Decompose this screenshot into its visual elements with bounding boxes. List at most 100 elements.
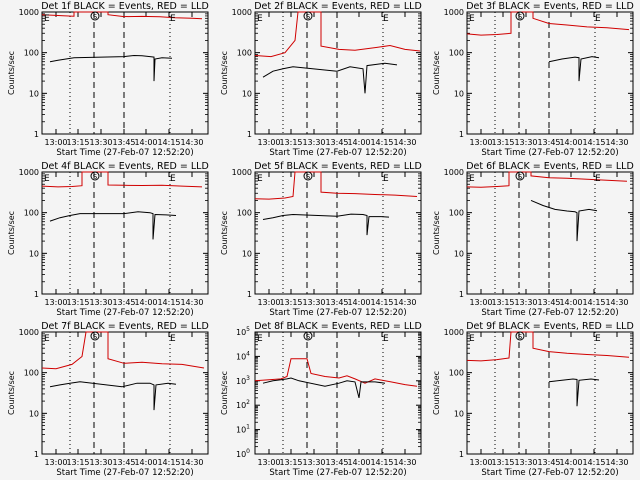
detector-panel-2: Det 2f BLACK = Events, RED = LLD 1 10 100 10…	[220, 1, 422, 158]
x-tick-label: 13:15	[279, 138, 302, 147]
panel-title: Det 1f BLACK = Events, RED = LLD	[41, 1, 209, 12]
marker-s-circle	[303, 331, 313, 341]
marker-e-right: E	[383, 14, 389, 24]
x-tick-label: 14:00	[347, 138, 370, 147]
plot-frame	[41, 331, 209, 455]
x-tick-label: 13:45	[537, 458, 560, 467]
y-tick-label: 100	[24, 369, 39, 378]
plot-frame	[41, 11, 209, 135]
y-tick-label: 103	[236, 375, 250, 386]
x-tick-label: 14:15	[157, 298, 180, 307]
y-tick-label: 10	[242, 89, 252, 98]
x-tick-label: 13:45	[537, 298, 560, 307]
marker-s-label: S	[518, 333, 523, 341]
x-tick-label: 13:15	[66, 298, 89, 307]
y-axis-label: Counts/sec	[432, 371, 441, 415]
y-tick-label: 100	[24, 209, 39, 218]
x-tick-label: 13:15	[491, 298, 514, 307]
x-tick-label: 13:00	[257, 138, 280, 147]
marker-s-label: S	[93, 333, 98, 341]
y-tick-label: 100	[236, 448, 250, 459]
marker-e-left: E	[44, 174, 50, 184]
marker-e-left: E	[44, 14, 50, 24]
marker-s-circle	[515, 331, 525, 341]
y-tick-label: 1000	[444, 8, 464, 17]
x-tick-label: 13:30	[302, 458, 325, 467]
x-tick-label: 13:00	[469, 298, 492, 307]
y-axis-label: Counts/sec	[432, 211, 441, 255]
x-tick-label: 13:45	[112, 298, 135, 307]
x-tick-label: 14:30	[605, 458, 628, 467]
plot-frame	[254, 171, 422, 295]
x-tick-label: 13:45	[325, 298, 348, 307]
y-tick-label: 1	[34, 290, 39, 299]
panel-title: Det 2f BLACK = Events, RED = LLD	[254, 1, 422, 12]
marker-s-label: S	[518, 13, 523, 21]
plot-frame	[254, 331, 422, 455]
x-tick-label: 13:00	[44, 138, 67, 147]
marker-e-left: E	[257, 334, 263, 344]
x-tick-label: 13:15	[66, 138, 89, 147]
x-tick-label: 14:00	[559, 138, 582, 147]
y-axis-label: Counts/sec	[220, 371, 229, 415]
marker-s-circle	[90, 11, 100, 21]
red-lld-series-line	[41, 11, 203, 20]
x-tick-label: 14:15	[582, 138, 605, 147]
x-tick-label: 14:15	[582, 298, 605, 307]
marker-e-right: E	[595, 14, 601, 24]
x-axis-label: Start Time (27-Feb-07 12:52:20)	[56, 148, 193, 158]
marker-s-label: S	[306, 173, 311, 181]
y-tick-label: 1	[459, 290, 464, 299]
detector-panel-3: Det 3f BLACK = Events, RED = LLD 1 10 100 10…	[432, 1, 634, 158]
x-tick-label: 14:15	[370, 458, 393, 467]
x-axis-label: Start Time (27-Feb-07 12:52:20)	[269, 148, 406, 158]
black-events-series-line	[49, 211, 177, 240]
y-tick-label: 1000	[232, 8, 252, 17]
y-tick-label: 1000	[444, 168, 464, 177]
panel-title: Det 6f BLACK = Events, RED = LLD	[466, 161, 634, 172]
y-tick-label: 100	[449, 369, 464, 378]
marker-e-left: E	[257, 174, 263, 184]
x-tick-label: 13:15	[279, 298, 302, 307]
y-tick-label: 1	[247, 130, 252, 139]
x-tick-label: 14:00	[134, 138, 157, 147]
y-tick-label: 10	[29, 409, 39, 418]
detector-panel-4: Det 4f BLACK = Events, RED = LLD 1 10 100 10…	[7, 161, 209, 318]
x-axis-label: Start Time (27-Feb-07 12:52:20)	[56, 468, 193, 478]
x-tick-label: 14:30	[180, 138, 203, 147]
black-events-series-line	[262, 377, 386, 399]
x-tick-label: 13:30	[89, 298, 112, 307]
marker-s-label: S	[518, 173, 523, 181]
x-tick-label: 13:45	[537, 138, 560, 147]
marker-e-left: E	[469, 174, 475, 184]
y-axis-label: Counts/sec	[7, 211, 16, 255]
y-tick-label: 105	[236, 326, 250, 337]
x-tick-label: 14:30	[393, 298, 416, 307]
black-events-series-line	[49, 381, 177, 411]
y-tick-label: 10	[29, 249, 39, 258]
x-tick-label: 14:15	[157, 138, 180, 147]
marker-e-right: E	[595, 174, 601, 184]
y-tick-label: 100	[449, 209, 464, 218]
x-tick-label: 13:30	[89, 138, 112, 147]
marker-e-left: E	[469, 334, 475, 344]
x-tick-label: 13:30	[302, 298, 325, 307]
detector-panel-9: Det 9f BLACK = Events, RED = LLD 1 10 100 10…	[432, 321, 634, 478]
x-tick-label: 14:30	[393, 138, 416, 147]
plot-frame	[466, 331, 634, 455]
marker-s-circle	[90, 171, 100, 181]
panel-title: Det 4f BLACK = Events, RED = LLD	[41, 161, 209, 172]
marker-e-right: E	[170, 174, 176, 184]
marker-s-circle	[303, 171, 313, 181]
x-axis-label: Start Time (27-Feb-07 12:52:20)	[269, 308, 406, 318]
y-tick-label: 1	[34, 450, 39, 459]
black-events-series-line	[262, 62, 398, 94]
black-events-series-line	[548, 378, 600, 407]
y-axis-label: Counts/sec	[7, 371, 16, 415]
x-tick-label: 14:30	[605, 298, 628, 307]
panel-title: Det 9f BLACK = Events, RED = LLD	[466, 321, 634, 332]
y-tick-label: 104	[236, 350, 250, 361]
y-tick-label: 100	[24, 49, 39, 58]
red-lld-series-line	[466, 331, 630, 362]
